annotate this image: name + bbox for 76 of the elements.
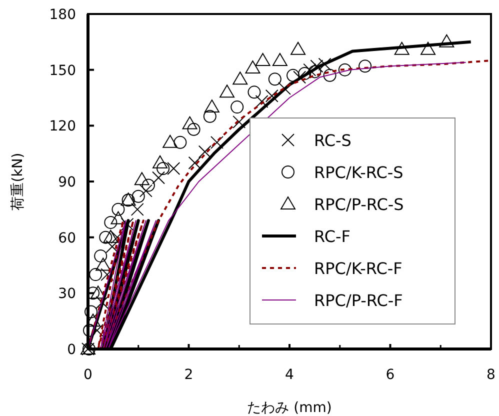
x-axis-title: たわみ (mm) <box>247 400 332 416</box>
point <box>358 60 372 73</box>
point <box>90 286 106 299</box>
point <box>245 60 260 74</box>
legend-label: RPC/K-RC-F <box>314 259 402 278</box>
point <box>203 110 216 123</box>
point <box>303 63 316 76</box>
point <box>139 184 152 198</box>
point <box>308 65 322 78</box>
point <box>265 89 278 102</box>
x-tick-label: 4 <box>285 367 294 383</box>
legend-label: RC-F <box>314 227 350 246</box>
point <box>96 296 109 309</box>
point <box>232 72 248 85</box>
point <box>188 156 202 170</box>
point <box>255 53 270 66</box>
point <box>130 202 144 216</box>
point <box>142 178 155 192</box>
point <box>94 249 108 262</box>
y-tick-label: 90 <box>58 174 76 190</box>
point <box>290 42 306 55</box>
y-tick-label: 180 <box>49 7 76 23</box>
point <box>132 190 145 203</box>
legend-label: RC-S <box>314 131 352 150</box>
point <box>272 53 288 66</box>
point <box>156 162 170 175</box>
point <box>106 240 119 254</box>
y-tick-label: 0 <box>67 342 76 358</box>
point <box>248 86 261 99</box>
x-tick-label: 8 <box>486 367 496 383</box>
point <box>182 116 198 130</box>
point <box>318 58 332 71</box>
point <box>112 202 125 216</box>
point <box>86 314 101 327</box>
point <box>439 34 454 48</box>
point <box>210 136 224 149</box>
y-tick-label: 120 <box>49 118 76 135</box>
y-axis-title: 荷重(kN) <box>10 152 26 210</box>
point <box>323 68 336 82</box>
point <box>286 68 300 82</box>
x-tick-label: 6 <box>386 367 395 383</box>
point <box>174 136 187 149</box>
point <box>230 100 244 114</box>
point <box>167 162 180 175</box>
point <box>187 122 200 136</box>
point <box>298 67 312 80</box>
point <box>99 230 112 244</box>
point <box>152 171 166 184</box>
legend-label: RPC/P-RC-S <box>314 195 404 214</box>
point <box>338 63 352 76</box>
point <box>110 211 126 224</box>
legend-label: RPC/K-RC-S <box>314 163 404 182</box>
point <box>310 60 324 73</box>
point <box>220 84 235 98</box>
point <box>162 134 178 148</box>
point <box>255 94 268 108</box>
legend-label: RPC/P-RC-F <box>314 291 403 310</box>
point <box>394 42 410 55</box>
point <box>134 172 150 186</box>
point <box>84 305 98 318</box>
y-tick-label: 150 <box>49 62 76 79</box>
point <box>103 230 118 243</box>
point <box>104 216 118 229</box>
point <box>100 268 114 282</box>
point <box>152 155 168 168</box>
point <box>198 145 212 158</box>
y-tick-label: 60 <box>58 230 76 246</box>
y-tick-label: 30 <box>58 286 76 302</box>
point <box>96 258 111 271</box>
point <box>204 100 220 113</box>
point <box>89 268 102 282</box>
x-tick-label: 0 <box>84 367 92 383</box>
x-tick-label: 2 <box>184 367 194 383</box>
point <box>232 115 246 128</box>
point <box>268 72 282 86</box>
point <box>420 42 436 55</box>
